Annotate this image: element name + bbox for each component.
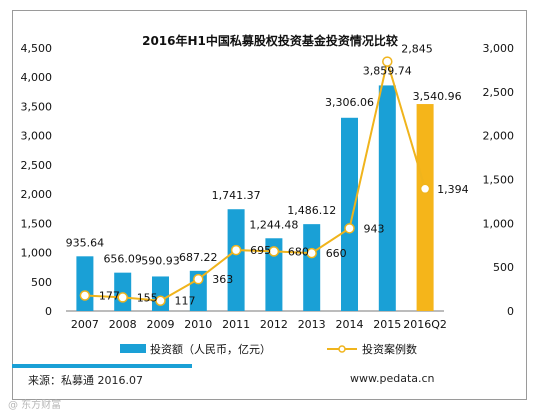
x-axis-tick-label: 2016Q2 (403, 318, 447, 331)
line-point-case-count (117, 292, 128, 303)
footer-accent-bar (12, 364, 192, 368)
line-point-case-count (230, 244, 242, 256)
x-axis-tick-label: 2015 (373, 318, 401, 331)
line-point-case-count (268, 246, 280, 257)
bar-investment-amount (341, 117, 358, 311)
x-axis-tick-label: 2008 (109, 318, 137, 331)
left-axis-tick-label: 2,500 (21, 159, 53, 172)
line-point-case-count (193, 273, 204, 285)
bar-value-label: 1,486.12 (287, 204, 336, 217)
x-axis-tick-label: 2010 (184, 318, 212, 331)
left-axis-tick-label: 1,500 (21, 217, 53, 230)
bar-value-label: 1,741.37 (212, 189, 261, 202)
line-point-case-count (344, 223, 355, 234)
line-value-label: 2,845 (401, 43, 433, 56)
line-value-label: 660 (326, 247, 347, 260)
bar-investment-amount (114, 272, 132, 311)
line-point-case-count (79, 290, 91, 301)
x-axis-tick-label: 2013 (298, 318, 326, 331)
line-case-count (84, 57, 427, 302)
bar-investment-amount (416, 104, 434, 311)
bar-value-label: 590.93 (141, 254, 180, 267)
right-axis-tick-label: 1,000 (483, 217, 515, 230)
left-axis-tick-label: 3,000 (21, 130, 53, 143)
bar-value-label: 3,540.96 (413, 90, 462, 103)
bar-investment-amount (227, 209, 245, 311)
bar-value-label: 656.09 (103, 253, 142, 266)
right-axis-tick-label: 2,000 (483, 130, 515, 143)
legend-bar-swatch (120, 344, 146, 353)
legend-bar-label: 投资额（人民币，亿元） (150, 342, 271, 356)
bar-value-label: 687.22 (179, 251, 218, 264)
line-point-case-count (419, 183, 431, 195)
x-axis-tick-label: 2012 (260, 318, 288, 331)
line-value-label: 155 (137, 291, 158, 304)
line-value-label: 363 (212, 273, 233, 286)
line-point-case-count (155, 295, 166, 306)
legend: 投资额（人民币，亿元） 投资案例数 (120, 342, 417, 356)
left-axis-tick-label: 4,000 (21, 71, 53, 84)
bar-value-label: 3,859.74 (363, 64, 412, 77)
right-axis-tick-label: 3,000 (483, 42, 515, 55)
legend-line-marker (338, 345, 346, 353)
right-axis-tick-label: 1,500 (483, 174, 515, 187)
legend-line-label: 投资案例数 (362, 342, 417, 356)
line-point-case-count (306, 247, 317, 259)
line-point-case-count (382, 56, 393, 67)
left-axis-tick-label: 1,000 (21, 247, 53, 260)
bar-value-label: 1,244.48 (249, 218, 298, 231)
line-value-label: 117 (175, 295, 196, 308)
x-axis-tick-label: 2011 (222, 318, 250, 331)
website-link[interactable]: www.pedata.cn (350, 372, 435, 385)
right-axis-tick-label: 500 (493, 261, 514, 274)
left-axis-tick-label: 500 (31, 276, 52, 289)
line-value-label: 680 (288, 245, 309, 258)
left-axis-tick-label: 4,500 (21, 42, 53, 55)
bar-value-label: 935.64 (66, 236, 105, 249)
x-axis-tick-label: 2009 (147, 318, 175, 331)
bar-investment-amount (265, 238, 283, 311)
x-axis-tick-label: 2007 (71, 318, 99, 331)
left-axis-tick-label: 2,000 (21, 188, 53, 201)
bar-investment-amount (76, 256, 94, 311)
x-axis-tick-label: 2014 (336, 318, 364, 331)
bar-value-label: 3,306.06 (325, 96, 374, 109)
line-value-label: 943 (364, 222, 385, 235)
bar-investment-amount (378, 85, 396, 311)
line-value-label: 177 (99, 289, 120, 302)
bar-investment-amount (303, 224, 321, 311)
left-axis-tick-label: 3,500 (21, 100, 53, 113)
right-axis-tick-label: 0 (507, 305, 514, 318)
chart-frame (12, 10, 527, 400)
chart-title: 2016年H1中国私募股权投资基金投资情况比较 (142, 33, 398, 48)
right-axis-tick-label: 2,500 (483, 86, 515, 99)
source-note: 来源：私募通 2016.07 (28, 374, 143, 387)
line-value-label: 695 (250, 244, 271, 257)
watermark: @ 东方财富 (8, 400, 62, 411)
line-value-label: 1,394 (437, 183, 469, 196)
left-axis-tick-label: 0 (45, 305, 52, 318)
